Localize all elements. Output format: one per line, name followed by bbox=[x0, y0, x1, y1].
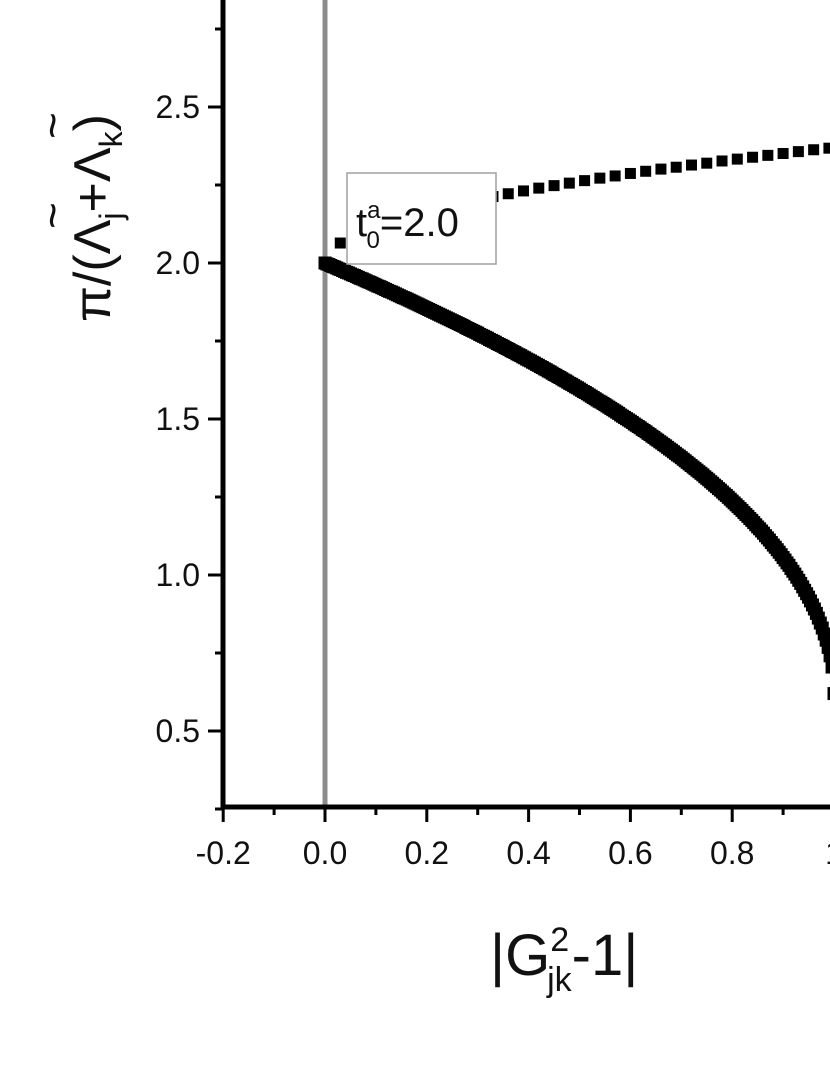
data-point-lower bbox=[827, 687, 830, 701]
data-point-upper bbox=[334, 237, 346, 249]
y-tick-label: 1.5 bbox=[156, 401, 200, 437]
data-point-upper bbox=[762, 149, 774, 161]
x-tick-label: -0.2 bbox=[196, 835, 251, 871]
y-tick-label: 1.0 bbox=[156, 557, 200, 593]
y-ticks: 0.5 1.0 1.5 2.0 2.5 bbox=[156, 27, 223, 811]
data-point-upper bbox=[624, 167, 636, 179]
data-point-upper bbox=[609, 170, 621, 182]
data-point-lower bbox=[821, 640, 830, 654]
y-tick-label: 2.0 bbox=[156, 245, 200, 281]
y-axis-title-text: π/(Λj+Λk) bbox=[64, 114, 129, 322]
y-axis-title: π/(Λj+Λk) ~ ~ bbox=[26, 112, 129, 322]
data-point-upper bbox=[747, 151, 759, 163]
data-point-upper bbox=[808, 144, 820, 156]
data-point-upper bbox=[823, 142, 830, 154]
annotation-frame bbox=[346, 172, 497, 265]
x-ticks: -0.2 0.0 0.2 0.4 0.6 0.8 1 bbox=[196, 807, 830, 871]
data-point-upper bbox=[548, 180, 560, 192]
annotation-box: ta 0=2.0 bbox=[346, 172, 497, 265]
y-tick-label: 2.5 bbox=[156, 89, 200, 125]
data-point-lower bbox=[823, 649, 830, 663]
data-point-lower bbox=[825, 660, 830, 674]
x-tick-label: 0.6 bbox=[608, 835, 652, 871]
tilde-k: ~ bbox=[26, 112, 78, 139]
data-point-upper bbox=[731, 153, 743, 165]
x-tick-label: 0.4 bbox=[506, 835, 550, 871]
data-point-upper bbox=[716, 155, 728, 167]
data-point-upper bbox=[655, 163, 667, 175]
x-tick-label: 0.2 bbox=[405, 835, 449, 871]
data-point-upper bbox=[319, 257, 331, 269]
plot-area bbox=[318, 0, 830, 807]
axes: -0.2 0.0 0.2 0.4 0.6 0.8 1 0.5 1.0 1.5 2.0 2.5 bbox=[156, 0, 830, 871]
data-point-upper bbox=[701, 157, 713, 169]
data-point-upper bbox=[685, 159, 697, 171]
data-point-upper bbox=[777, 147, 789, 159]
x-axis-title: |G2 jk-1| bbox=[490, 921, 638, 999]
x-tick-label: 0.0 bbox=[303, 835, 347, 871]
data-point-upper bbox=[640, 165, 652, 177]
data-point-upper bbox=[563, 177, 575, 189]
annotation-label: ta 0=2.0 bbox=[356, 197, 459, 254]
data-point-upper bbox=[792, 146, 804, 158]
tilde-j: ~ bbox=[26, 202, 78, 229]
data-point-upper bbox=[579, 175, 591, 187]
data-point-upper bbox=[533, 182, 545, 194]
y-tick-label: 0.5 bbox=[156, 713, 200, 749]
data-point-upper bbox=[594, 172, 606, 184]
x-tick-label: 0.8 bbox=[710, 835, 754, 871]
x-tick-label: 1 bbox=[825, 835, 830, 871]
data-point-upper bbox=[670, 161, 682, 173]
x-axis-title-text: |G2 jk-1| bbox=[490, 921, 638, 999]
data-point-upper bbox=[518, 185, 530, 197]
series-layer bbox=[318, 142, 830, 701]
data-point-upper bbox=[502, 188, 514, 200]
data-point-lower bbox=[819, 633, 830, 647]
